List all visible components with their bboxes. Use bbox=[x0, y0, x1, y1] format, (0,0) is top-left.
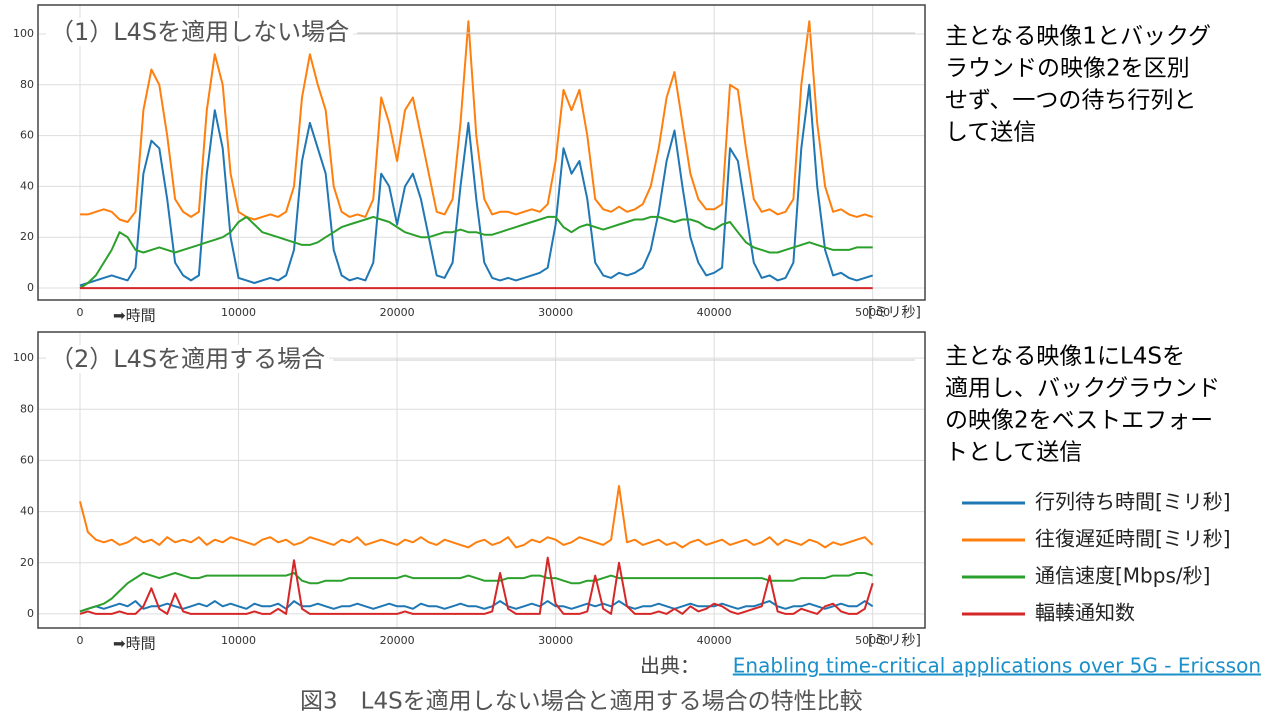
source-link[interactable]: Enabling time-critical applications over… bbox=[733, 654, 1261, 678]
x-tick-label: 40000 bbox=[697, 634, 732, 647]
side-note-line: の映像2をベストエフォー bbox=[945, 408, 1213, 434]
y-tick-label: 80 bbox=[20, 402, 34, 415]
x-tick-label: 0 bbox=[77, 634, 84, 647]
y-tick-label: 0 bbox=[27, 607, 34, 620]
side-note-line: 主となる映像1とバックグ bbox=[945, 24, 1211, 50]
x-tick-label: 50000 bbox=[855, 306, 890, 319]
series-line bbox=[79, 83, 874, 287]
series-line bbox=[80, 20, 874, 223]
y-tick-label: 60 bbox=[20, 453, 34, 466]
plot-frame bbox=[37, 331, 926, 629]
y-tick-label: 40 bbox=[20, 179, 34, 192]
x-tick-label: 50000 bbox=[855, 634, 890, 647]
chart-title: （1）L4Sを適用しない場合 bbox=[50, 18, 349, 46]
y-tick-label: 80 bbox=[20, 78, 34, 91]
x-axis-unit: [ミリ秒] bbox=[868, 305, 921, 321]
side-note-line: 主となる映像1にL4Sを bbox=[945, 344, 1185, 370]
x-tick-label: 30000 bbox=[538, 634, 573, 647]
x-axis-label: ➡時間 bbox=[113, 635, 156, 653]
x-tick-label: 0 bbox=[77, 306, 84, 319]
source-prefix: 出典： bbox=[640, 654, 700, 678]
x-axis-label: ➡時間 bbox=[113, 307, 156, 325]
series-line bbox=[79, 572, 874, 613]
series-line bbox=[79, 215, 873, 289]
caption: 図3 L4Sを適用しない場合と適用する場合の特性比較 bbox=[300, 689, 863, 715]
title-background bbox=[46, 18, 354, 46]
y-tick-label: 100 bbox=[13, 351, 34, 364]
x-axis-unit: [ミリ秒] bbox=[868, 633, 921, 649]
x-tick-label: 20000 bbox=[380, 306, 415, 319]
x-tick-label: 20000 bbox=[380, 634, 415, 647]
legend-label: 行列待ち時間[ミリ秒] bbox=[1035, 490, 1231, 514]
series-line bbox=[79, 600, 874, 613]
series-line bbox=[79, 556, 874, 615]
y-tick-label: 60 bbox=[20, 129, 34, 142]
side-note-line: トとして送信 bbox=[945, 440, 1082, 466]
side-note-line: せず、一つの待ち行列と bbox=[945, 88, 1196, 114]
plot-frame bbox=[37, 4, 926, 301]
legend-label: 輻輳通知数 bbox=[1035, 601, 1135, 625]
x-tick-label: 10000 bbox=[221, 306, 256, 319]
chart-title: （2）L4Sを適用する場合 bbox=[50, 345, 325, 373]
plot-area bbox=[38, 5, 925, 300]
side-note-line: して送信 bbox=[945, 120, 1036, 146]
title-background bbox=[46, 345, 330, 373]
series-line bbox=[79, 485, 874, 549]
x-tick-label: 40000 bbox=[697, 306, 732, 319]
y-tick-label: 20 bbox=[20, 556, 34, 569]
y-tick-label: 0 bbox=[27, 281, 34, 294]
plot-area bbox=[38, 332, 925, 628]
x-tick-label: 30000 bbox=[538, 306, 573, 319]
y-tick-label: 40 bbox=[20, 505, 34, 518]
legend-label: 通信速度[Mbps/秒] bbox=[1035, 564, 1210, 588]
legend-label: 往復遅延時間[ミリ秒] bbox=[1035, 527, 1231, 551]
y-tick-label: 100 bbox=[13, 27, 34, 40]
x-tick-label: 10000 bbox=[221, 634, 256, 647]
side-note-line: 適用し、バックグラウンド bbox=[945, 376, 1220, 402]
side-note-line: ラウンドの映像2を区別 bbox=[945, 56, 1190, 82]
y-tick-label: 20 bbox=[20, 230, 34, 243]
